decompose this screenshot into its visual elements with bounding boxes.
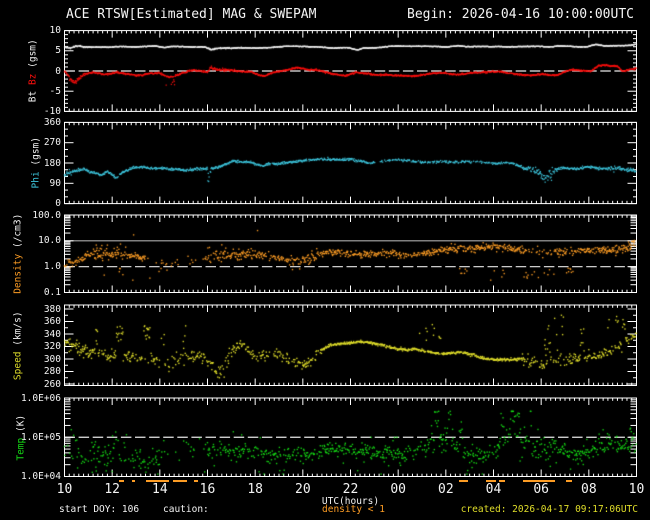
ytick-speed-320: 320 <box>43 341 61 353</box>
ytick-phi-180: 180 <box>43 157 61 169</box>
footer-created-timestamp: created: 2026-04-17 09:17:06UTC <box>460 504 638 515</box>
xtick-3: 16 <box>199 482 216 497</box>
xtick-6: 22 <box>342 482 359 497</box>
xtick-12: 10 <box>628 482 645 497</box>
ytick-density-0.1: 0.1 <box>43 287 61 299</box>
plot-title: ACE RTSW[Estimated] MAG & SWEPAM <box>66 7 317 22</box>
panel-ylabel-temp: Temp (K) <box>15 337 26 520</box>
xtick-11: 08 <box>581 482 597 497</box>
ytick-temp-1.0E+06: 1.0E+06 <box>20 392 61 404</box>
ytick-speed-280: 280 <box>43 366 61 378</box>
caution-marker <box>566 480 573 482</box>
caution-marker <box>145 480 170 482</box>
xtick-5: 20 <box>295 482 311 497</box>
ytick-mag--5: -5 <box>49 85 61 97</box>
ytick-temp-1.0E+04: 1.0E+04 <box>20 471 61 483</box>
footer-caution-value: density < 1 <box>322 504 385 515</box>
ytick-phi-270: 270 <box>43 137 61 149</box>
ytick-phi-0: 0 <box>55 198 61 210</box>
ytick-mag--10: -10 <box>43 106 61 117</box>
ytick-speed-340: 340 <box>43 328 61 340</box>
ytick-speed-360: 360 <box>43 316 61 328</box>
ytick-mag-5: 5 <box>55 45 61 57</box>
caution-marker <box>499 480 506 482</box>
caution-marker <box>131 480 135 482</box>
ytick-phi-90: 90 <box>49 177 61 189</box>
caution-marker <box>486 480 496 482</box>
caution-marker <box>194 480 198 482</box>
caution-marker <box>172 480 188 482</box>
xtick-7: 00 <box>390 482 406 497</box>
xtick-8: 02 <box>438 482 454 497</box>
xtick-2: 14 <box>152 482 168 497</box>
begin-timestamp: Begin: 2026-04-16 10:00:00UTC <box>407 7 634 22</box>
ytick-phi-360: 360 <box>43 117 61 128</box>
xtick-0: 10 <box>56 482 73 497</box>
ytick-speed-380: 380 <box>43 303 61 315</box>
footer-start-doy: start DOY: 106 <box>59 504 140 515</box>
caution-marker <box>523 480 556 482</box>
ytick-mag-0: 0 <box>55 65 61 77</box>
caution-marker <box>119 480 125 482</box>
ytick-density-100.0: 100.0 <box>32 209 61 221</box>
ytick-density-10.0: 10.0 <box>38 235 61 247</box>
ytick-speed-300: 300 <box>43 353 61 365</box>
caution-marker <box>458 480 469 482</box>
xtick-1: 12 <box>104 482 120 497</box>
ytick-speed-260: 260 <box>43 378 61 390</box>
ytick-mag-10: 10 <box>49 25 61 37</box>
xtick-9: 04 <box>485 482 502 497</box>
ytick-temp-1.0E+05: 1.0E+05 <box>20 431 61 443</box>
ytick-density-1.0: 1.0 <box>43 261 61 273</box>
x-axis-title: UTC(hours) <box>321 496 380 507</box>
xtick-10: 06 <box>533 482 549 497</box>
footer-caution-label: caution: <box>163 504 209 515</box>
xtick-4: 18 <box>247 482 263 497</box>
